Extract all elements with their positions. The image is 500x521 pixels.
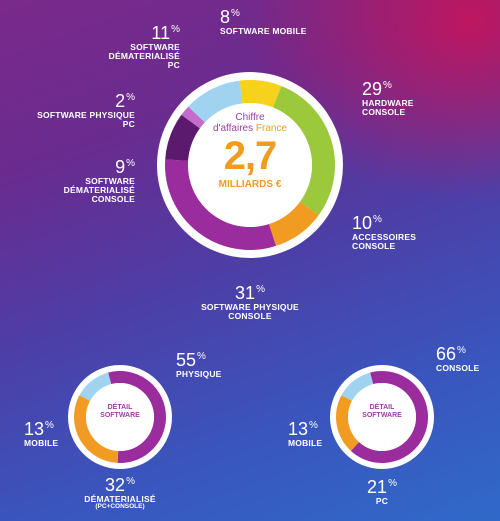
- s2-slice-mobile: [341, 372, 374, 401]
- main-center-text: Chiffre d'affaires France 2,7 MILLIARDS …: [200, 112, 300, 190]
- s1-slice-physique: [108, 371, 167, 463]
- pct-value: 9: [115, 157, 126, 177]
- pct-value: 2: [115, 91, 126, 111]
- label-software-physique-pc: 2% SOFTWARE PHYSIQUE PC: [37, 91, 135, 129]
- pct-value: 29: [362, 79, 383, 99]
- center-value: 2,7: [223, 134, 278, 178]
- s2-slice-console: [350, 371, 428, 464]
- main-hole: [188, 103, 312, 227]
- donut-software-2: [336, 371, 428, 464]
- main-donut: [164, 80, 335, 250]
- slice-name: MOBILE: [288, 437, 323, 448]
- main-slice-software-physique-console: [164, 159, 276, 250]
- label-software-physique-console: 31% SOFTWARE PHYSIQUE CONSOLE: [201, 283, 299, 321]
- s1-slice-d-materialis-: [74, 395, 119, 463]
- center-line2: d'affaires France: [200, 123, 300, 134]
- pct-sign: %: [388, 478, 397, 489]
- pct-value: 13: [24, 419, 45, 439]
- pct-value: 66: [436, 344, 457, 364]
- pct-sign: %: [126, 476, 135, 487]
- label-software-dematerialise-pc: 11% SOFTWARE DÉMATERIALISÉ PC: [108, 23, 180, 70]
- pct-sign: %: [171, 24, 180, 35]
- label-hardware-console: 29% HARDWARE CONSOLE: [362, 79, 414, 117]
- s2-label-console: 66% CONSOLE: [436, 345, 496, 373]
- s1-label-physique: 55% PHYSIQUE: [176, 351, 256, 379]
- pct-value: 8: [220, 7, 231, 27]
- slice-name: SOFTWARE MOBILE: [220, 25, 307, 36]
- slice-name: DÉMATERIALISÉ: [84, 493, 156, 504]
- slice-sublabel: (PC+CONSOLE): [95, 502, 145, 510]
- s1-slice-mobile: [79, 372, 112, 401]
- center-line2-pre: d'affaires: [213, 123, 254, 134]
- pct-value: 13: [288, 419, 309, 439]
- main-slice-software-d-materialis-console: [165, 114, 200, 161]
- slice-name: PHYSIQUE: [176, 368, 222, 379]
- main-slice-software-mobile: [239, 80, 282, 108]
- s2-hole: [348, 383, 416, 451]
- label-software-dematerialise-console: 9% SOFTWARE DÉMATERIALISÉ CONSOLE: [63, 157, 135, 204]
- pct-value: 32: [105, 475, 126, 495]
- pct-sign: %: [126, 92, 135, 103]
- pct-sign: %: [309, 420, 318, 431]
- main-slice-software-d-materialis-pc: [188, 80, 243, 123]
- main-slice-software-physique-pc: [181, 106, 205, 129]
- slice-name: PC: [375, 495, 389, 506]
- pct-value: 11: [151, 23, 171, 43]
- pct-value: 21: [367, 477, 388, 497]
- pct-sign: %: [45, 420, 54, 431]
- pct-sign: %: [197, 351, 206, 362]
- pct-sign: %: [373, 214, 382, 225]
- pct-sign: %: [126, 158, 135, 169]
- label-accessoires-console: 10% ACCESSOIRES CONSOLE: [352, 213, 417, 251]
- pct-value: 55: [176, 350, 197, 370]
- donut-software-1: [74, 371, 167, 463]
- slice-name: CONSOLE: [436, 362, 480, 373]
- s1-center-text: DÉTAIL SOFTWARE: [100, 404, 140, 420]
- s1-hole: [86, 383, 154, 451]
- center-line2-accent: France: [255, 123, 287, 134]
- s1-label-dematerialise: 32% DÉMATERIALISÉ (PC+CONSOLE): [70, 476, 170, 511]
- s2-label-pc: 21% PC: [352, 478, 412, 506]
- pct-value: 31: [235, 283, 256, 303]
- main-slice-accessoires-console: [268, 201, 319, 246]
- center-line1: Chiffre: [235, 112, 265, 123]
- pct-sign: %: [256, 284, 265, 295]
- s2-slice-pc: [336, 395, 359, 451]
- pct-sign: %: [231, 8, 240, 19]
- slice-name: MOBILE: [24, 437, 59, 448]
- label-software-mobile: 8% SOFTWARE MOBILE: [220, 8, 360, 36]
- s2-center-text: DÉTAIL SOFTWARE: [362, 404, 402, 420]
- s2-label-mobile: 13% MOBILE: [288, 420, 348, 448]
- pct-value: 10: [352, 213, 373, 233]
- pct-sign: %: [383, 80, 392, 91]
- pct-sign: %: [457, 345, 466, 356]
- s1-label-mobile: 13% MOBILE: [24, 420, 84, 448]
- main-slice-hardware-console: [273, 86, 335, 216]
- center-unit: MILLIARDS €: [218, 179, 282, 190]
